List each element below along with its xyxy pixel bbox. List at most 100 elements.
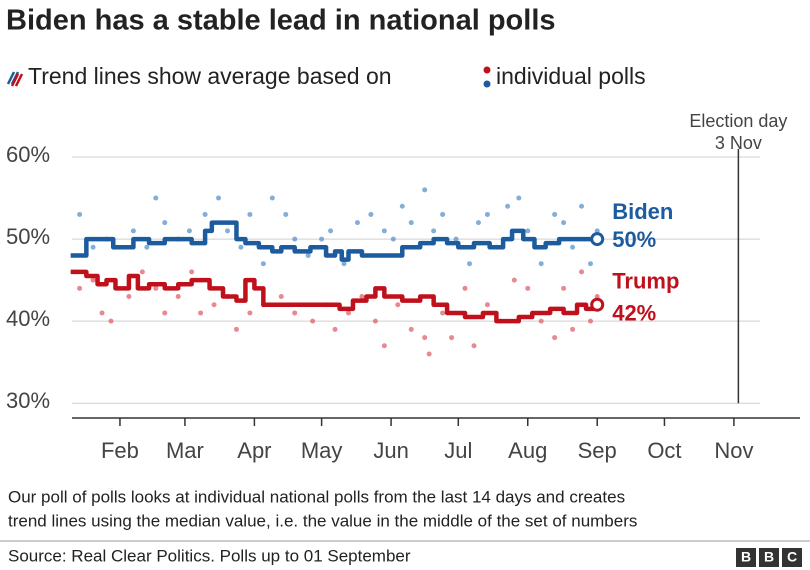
poll-dot bbox=[390, 236, 396, 242]
poll-dot bbox=[525, 228, 531, 234]
logo-box bbox=[759, 548, 779, 567]
poll-dot bbox=[198, 310, 204, 316]
poll-dot bbox=[381, 228, 387, 234]
poll-dot bbox=[359, 294, 365, 300]
poll-dot bbox=[283, 211, 289, 217]
legend-icon-dot bbox=[483, 80, 491, 88]
x-tick-label: Aug bbox=[508, 438, 547, 463]
subtitle: individual polls bbox=[496, 63, 646, 89]
poll-dot bbox=[202, 211, 208, 217]
poll-dot bbox=[381, 343, 387, 349]
poll-dot bbox=[278, 294, 284, 300]
poll-dot bbox=[186, 228, 192, 234]
poll-dot bbox=[153, 195, 159, 201]
x-tick-label: Jun bbox=[373, 438, 408, 463]
poll-dot bbox=[328, 228, 334, 234]
poll-dot bbox=[233, 326, 239, 332]
poll-dot bbox=[99, 310, 105, 316]
poll-dot bbox=[126, 294, 132, 300]
poll-dot bbox=[570, 326, 576, 332]
y-tick-label: 30% bbox=[6, 388, 50, 413]
x-tick-label: Apr bbox=[237, 438, 271, 463]
x-tick-label: Nov bbox=[714, 438, 753, 463]
source: Source: Real Clear Politics. Polls up to… bbox=[8, 546, 411, 565]
poll-dot bbox=[561, 285, 567, 291]
y-tick-label: 50% bbox=[6, 224, 50, 249]
poll-dot bbox=[471, 343, 477, 349]
poll-dot bbox=[399, 203, 405, 209]
poll-dot bbox=[269, 195, 275, 201]
subtitle: Trend lines show average based on bbox=[28, 63, 392, 89]
poll-dot bbox=[422, 335, 428, 341]
note: trend lines using the median value, i.e.… bbox=[8, 511, 637, 530]
poll-dot bbox=[341, 261, 347, 267]
poll-dot bbox=[292, 236, 298, 242]
icon bbox=[10, 73, 24, 87]
x-tick-label: Oct bbox=[647, 438, 681, 463]
poll-dot bbox=[372, 318, 378, 324]
value-label: 42% bbox=[612, 301, 656, 326]
trend-line bbox=[70, 269, 600, 324]
trend-line bbox=[70, 220, 598, 262]
poll-dot bbox=[453, 236, 459, 242]
poll-dot bbox=[587, 261, 593, 267]
poll-dot bbox=[153, 285, 159, 291]
annotation: Election day bbox=[689, 111, 787, 131]
x-tick-label: Feb bbox=[101, 438, 139, 463]
poll-dot bbox=[538, 318, 544, 324]
poll-dot bbox=[484, 211, 490, 217]
poll-dot bbox=[594, 228, 600, 234]
poll-dot bbox=[484, 302, 490, 308]
poll-dot bbox=[538, 261, 544, 267]
poll-dot bbox=[305, 252, 311, 258]
poll-dot bbox=[561, 220, 567, 226]
poll-dot bbox=[247, 211, 253, 217]
poll-dot bbox=[189, 269, 195, 275]
poll-dot bbox=[462, 285, 468, 291]
poll-dot bbox=[431, 228, 437, 234]
poll-dot bbox=[346, 310, 352, 316]
poll-dot bbox=[440, 211, 446, 217]
poll-dot bbox=[408, 220, 414, 226]
x-tick-label: Sep bbox=[578, 438, 617, 463]
poll-dot bbox=[310, 318, 316, 324]
logo-letter: C bbox=[787, 549, 797, 565]
logo: B B C bbox=[736, 548, 802, 567]
series-label: Biden bbox=[612, 199, 673, 224]
annotation: 3 Nov bbox=[715, 133, 762, 153]
poll-dot bbox=[395, 302, 401, 308]
x-tick-label: Mar bbox=[166, 438, 204, 463]
poll-dot bbox=[408, 326, 414, 332]
logo-letter: B bbox=[741, 549, 751, 565]
poll-dot bbox=[587, 318, 593, 324]
poll-dot bbox=[216, 195, 222, 201]
chart-title: Biden has a stable lead in national poll… bbox=[6, 5, 556, 37]
legend-icon-trend bbox=[6, 71, 24, 87]
logo-box bbox=[736, 548, 756, 567]
poll-dot bbox=[162, 310, 168, 316]
poll-dot bbox=[579, 203, 585, 209]
poll-dot bbox=[77, 211, 83, 217]
x-tick-label: Jul bbox=[444, 438, 472, 463]
poll-dot bbox=[368, 211, 374, 217]
value-label: 50% bbox=[612, 227, 656, 252]
poll-dot bbox=[77, 285, 83, 291]
note: Our poll of polls looks at individual na… bbox=[8, 487, 625, 506]
poll-dot bbox=[570, 244, 576, 250]
poll-dot bbox=[139, 269, 145, 275]
end-dot bbox=[590, 232, 605, 247]
logo-box bbox=[782, 548, 802, 567]
x-tick-label: May bbox=[301, 438, 343, 463]
poll-dot bbox=[525, 285, 531, 291]
poll-dot bbox=[247, 310, 253, 316]
poll-dot bbox=[292, 310, 298, 316]
poll-dot bbox=[516, 195, 522, 201]
poll-dot bbox=[90, 244, 96, 250]
poll-dot bbox=[475, 220, 481, 226]
y-tick-label: 40% bbox=[6, 306, 50, 331]
poll-dot bbox=[579, 269, 585, 275]
poll-dot bbox=[108, 318, 114, 324]
poll-dot bbox=[422, 187, 428, 193]
legend-icon-dot bbox=[483, 66, 491, 74]
